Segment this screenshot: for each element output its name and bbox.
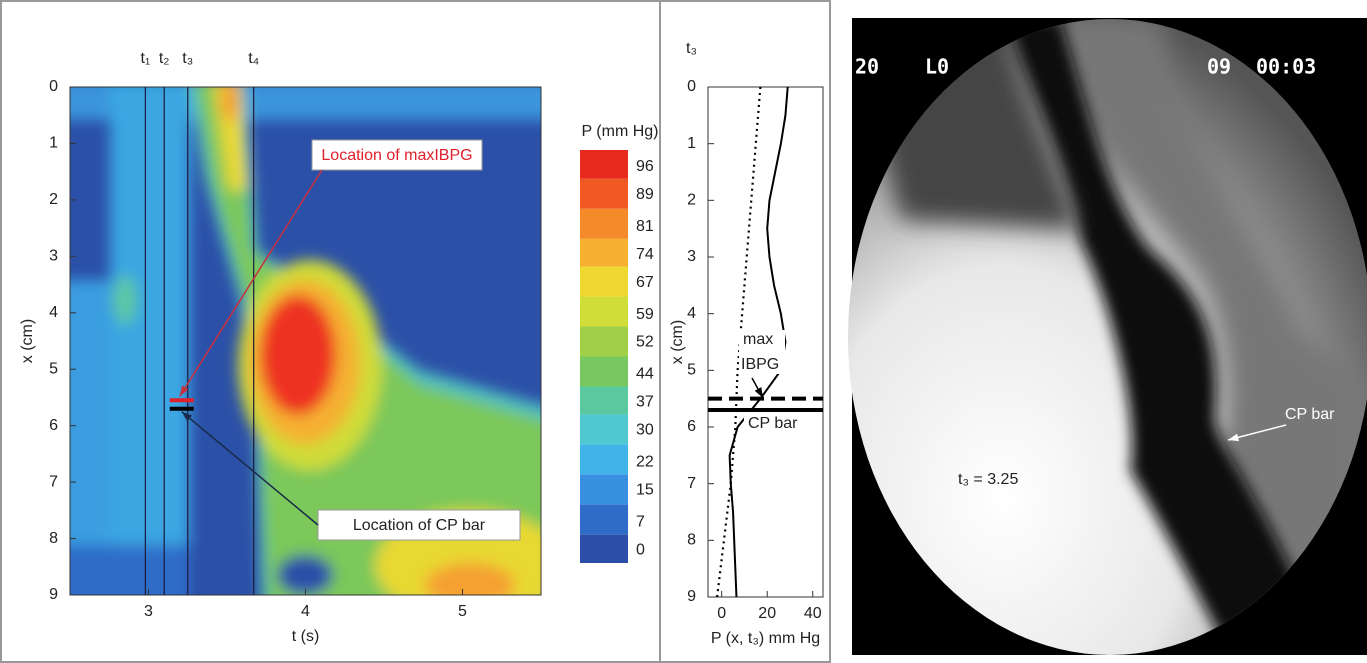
x-tick-label: 3 xyxy=(144,603,153,620)
colorbar-tick-label: 7 xyxy=(636,513,645,530)
video-overlay: 20 xyxy=(855,55,879,79)
colorbar-tick-label: 67 xyxy=(636,274,654,291)
annotation: IBPG xyxy=(741,356,779,373)
video-overlay: L0 xyxy=(925,55,949,79)
colorbar-block xyxy=(580,474,628,505)
y-tick-label: 3 xyxy=(687,248,696,265)
annotation-arrow-head xyxy=(181,411,193,422)
colorbar-label: P (mm Hg) xyxy=(581,123,658,140)
colorbar-tick-label: 22 xyxy=(636,454,654,471)
chart-title: t₃ xyxy=(686,40,697,57)
annotation-box xyxy=(317,509,521,541)
colorbar-tick-label: 89 xyxy=(636,186,654,203)
y-tick-label: 7 xyxy=(687,475,696,492)
x-tick-label: 4 xyxy=(301,603,310,620)
y-tick-label: 7 xyxy=(49,473,58,490)
time-marker-label: t₂ xyxy=(159,50,170,67)
x-tick-label: 20 xyxy=(758,605,776,622)
image-panel xyxy=(848,18,1367,655)
x-tick-label: 40 xyxy=(804,605,822,622)
panel-frame xyxy=(0,0,831,663)
colorbar-block xyxy=(580,356,628,387)
annotation: Location of maxIBPG xyxy=(321,147,472,164)
colorbar-block xyxy=(580,296,628,327)
colorbar-tick-label: 59 xyxy=(636,306,654,323)
label-bg xyxy=(739,330,785,374)
y-tick-label: 1 xyxy=(49,135,58,152)
profile-line xyxy=(728,86,789,598)
colorbar-block xyxy=(580,504,628,535)
colorbar-tick-label: 15 xyxy=(636,482,654,499)
y-tick-label: 5 xyxy=(49,360,58,377)
y-tick-label: 0 xyxy=(687,78,696,95)
time-marker-label: t₄ xyxy=(248,50,259,67)
colorbar-tick-label: 0 xyxy=(636,541,645,558)
colorbar-tick-label: 96 xyxy=(636,158,654,175)
y-tick-label: 8 xyxy=(687,532,696,549)
label-bg xyxy=(744,412,814,434)
y-tick-label: 4 xyxy=(49,304,58,321)
colorbar-block xyxy=(580,326,628,357)
y-tick-label: 6 xyxy=(687,418,696,435)
colorbar-block xyxy=(580,150,628,179)
image-annotation: CP bar xyxy=(1285,406,1335,423)
colorbar-block xyxy=(580,386,628,415)
colorbar-tick-label: 30 xyxy=(636,422,654,439)
colorbar-tick-label: 44 xyxy=(636,366,654,383)
annotation-arrow xyxy=(181,411,319,526)
y-axis-label: x (cm) xyxy=(19,319,36,363)
x-tick-label: 5 xyxy=(458,603,467,620)
y-tick-label: 2 xyxy=(49,191,58,208)
annotation: Location of CP bar xyxy=(353,517,486,534)
x-axis-label: P (x, t₃) mm Hg xyxy=(711,630,820,647)
y-tick-label: 8 xyxy=(49,530,58,547)
image-arrow-head xyxy=(1228,433,1239,442)
colorbar-block xyxy=(580,238,628,267)
y-tick-label: 0 xyxy=(49,78,58,95)
annotation-arrow xyxy=(179,169,323,397)
annotation: max xyxy=(743,331,773,348)
colorbar-block xyxy=(580,178,628,209)
colorbar-block xyxy=(580,414,628,445)
y-tick-label: 6 xyxy=(49,417,58,434)
annotation-arrow-head xyxy=(179,385,189,397)
colorbar-block xyxy=(580,208,628,239)
x-axis-label: t (s) xyxy=(292,628,320,645)
colorbar-tick-label: 81 xyxy=(636,218,654,235)
annotation: CP bar xyxy=(748,415,798,432)
y-tick-label: 2 xyxy=(687,192,696,209)
x-tick-label: 0 xyxy=(717,605,726,622)
profile-line xyxy=(716,86,762,598)
image-annotation: t₃ = 3.25 xyxy=(958,471,1018,488)
annotation-box xyxy=(311,139,483,171)
y-tick-label: 1 xyxy=(687,135,696,152)
colorbar-block xyxy=(580,444,628,475)
y-tick-label: 3 xyxy=(49,248,58,265)
plot-frame xyxy=(707,86,824,598)
y-tick-label: 9 xyxy=(49,586,58,603)
annotation-arrow-head xyxy=(754,387,763,398)
video-overlay: 00:03 xyxy=(1256,55,1316,79)
colorbar-tick-label: 37 xyxy=(636,394,654,411)
y-tick-label: 9 xyxy=(687,588,696,605)
colorbar-tick-label: 52 xyxy=(636,334,654,351)
video-overlay: 09 xyxy=(1207,55,1231,79)
colorbar-block xyxy=(580,534,628,563)
time-marker-label: t₁ xyxy=(140,50,150,67)
y-tick-label: 4 xyxy=(687,305,696,322)
y-tick-label: 5 xyxy=(687,362,696,379)
time-marker-label: t₃ xyxy=(182,50,193,67)
colorbar-tick-label: 74 xyxy=(636,246,654,263)
colorbar-block xyxy=(580,266,628,297)
y-axis-label: x (cm) xyxy=(669,320,686,364)
